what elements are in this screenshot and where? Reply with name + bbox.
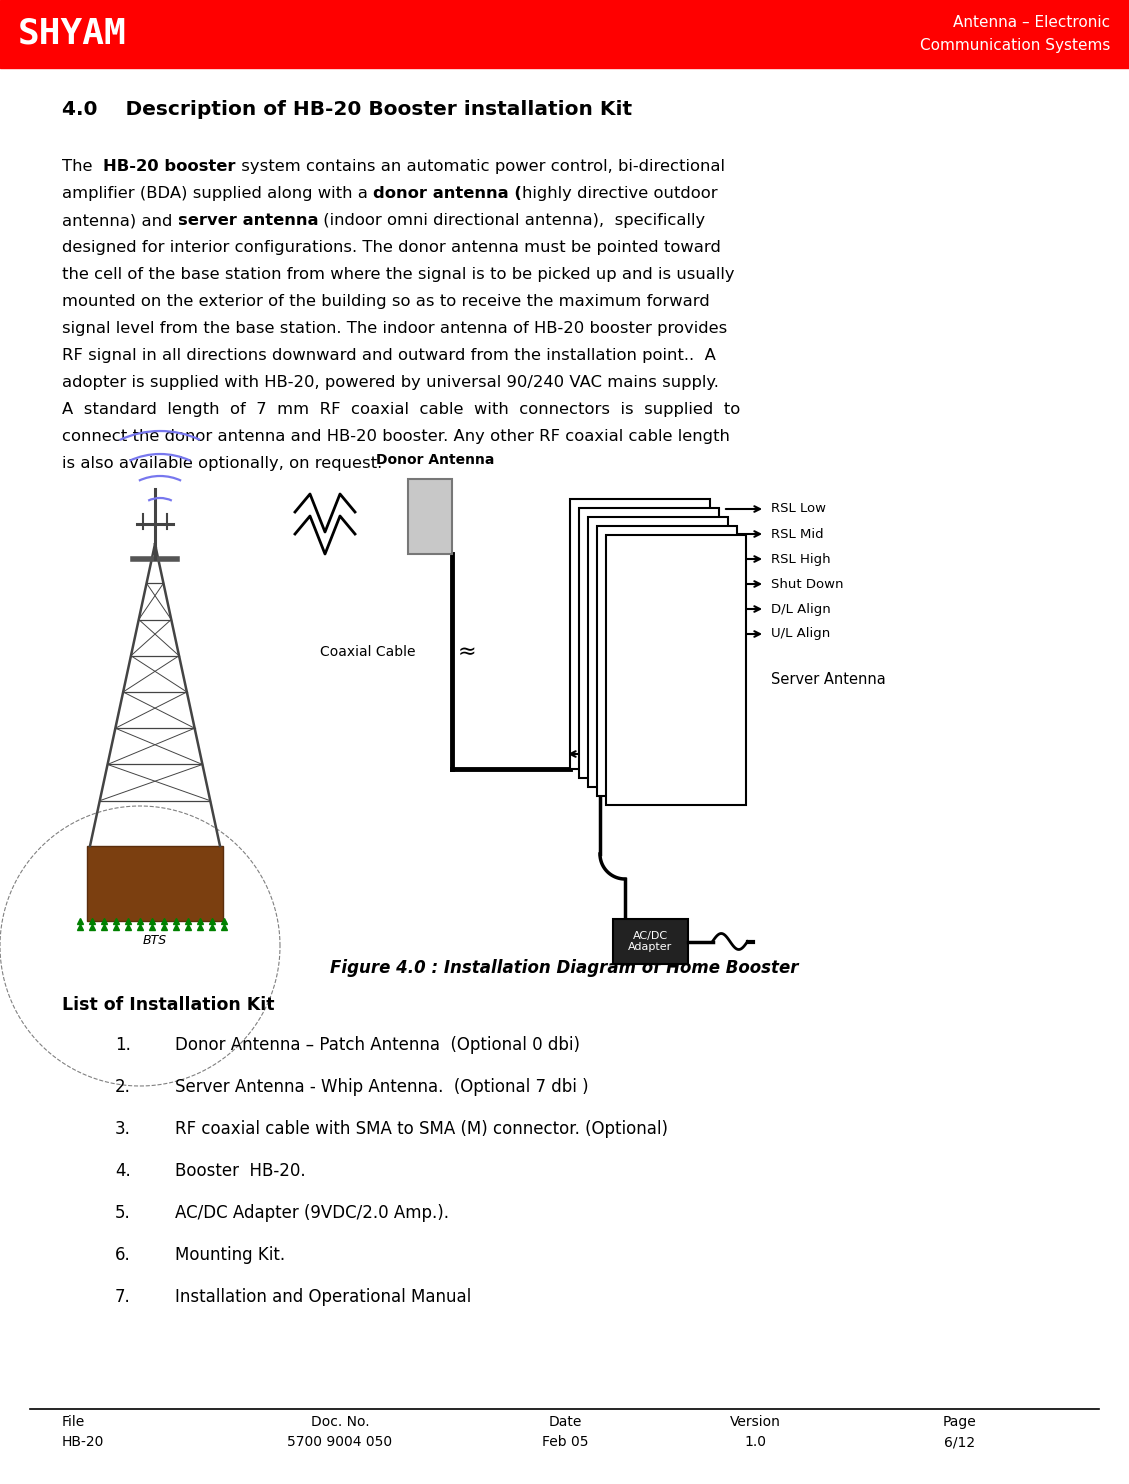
Text: signal level from the base station. The indoor antenna of HB-20 booster provides: signal level from the base station. The … bbox=[62, 321, 727, 335]
Text: donor antenna (: donor antenna ( bbox=[373, 186, 522, 200]
Text: server antenna: server antenna bbox=[177, 214, 318, 229]
Text: 4.0    Description of HB-20 Booster installation Kit: 4.0 Description of HB-20 Booster install… bbox=[62, 99, 632, 119]
Text: 1.: 1. bbox=[115, 1036, 131, 1054]
Text: AC/DC Adapter (9VDC/2.0 Amp.).: AC/DC Adapter (9VDC/2.0 Amp.). bbox=[175, 1204, 449, 1221]
Text: File: File bbox=[62, 1416, 86, 1429]
Bar bbox=[87, 846, 224, 922]
Text: Date: Date bbox=[549, 1416, 581, 1429]
Text: D/L Align: D/L Align bbox=[771, 603, 831, 616]
Text: RSL Low: RSL Low bbox=[771, 503, 826, 515]
Text: Feb 05: Feb 05 bbox=[542, 1435, 588, 1448]
Text: ≈: ≈ bbox=[458, 641, 476, 662]
Text: 6.: 6. bbox=[115, 1247, 131, 1264]
Text: the cell of the base station from where the signal is to be picked up and is usu: the cell of the base station from where … bbox=[62, 267, 735, 282]
Text: 4.: 4. bbox=[115, 1162, 131, 1180]
Text: BTS: BTS bbox=[143, 933, 167, 947]
Text: Coaxial Cable: Coaxial Cable bbox=[320, 644, 415, 659]
Text: 2.: 2. bbox=[115, 1077, 131, 1097]
Text: connect the donor antenna and HB-20 booster. Any other RF coaxial cable length: connect the donor antenna and HB-20 boos… bbox=[62, 429, 729, 444]
Text: designed for interior configurations. The donor antenna must be pointed toward: designed for interior configurations. Th… bbox=[62, 240, 721, 255]
Text: Shut Down: Shut Down bbox=[771, 577, 843, 591]
Text: Doc. No.: Doc. No. bbox=[310, 1416, 369, 1429]
Text: U/L Align: U/L Align bbox=[771, 628, 830, 641]
Text: RSL High: RSL High bbox=[771, 552, 831, 565]
Bar bbox=[613, 919, 688, 965]
Bar bbox=[0, 0, 1129, 68]
Text: amplifier (BDA) supplied along with a: amplifier (BDA) supplied along with a bbox=[62, 186, 373, 200]
Text: Server Antenna - Whip Antenna.  (Optional 7 dbi ): Server Antenna - Whip Antenna. (Optional… bbox=[175, 1077, 588, 1097]
Bar bbox=[579, 508, 719, 778]
Text: A  standard  length  of  7  mm  RF  coaxial  cable  with  connectors  is  suppli: A standard length of 7 mm RF coaxial cab… bbox=[62, 402, 741, 417]
Text: The: The bbox=[62, 159, 103, 174]
Text: system contains an automatic power control, bi-directional: system contains an automatic power contr… bbox=[236, 159, 725, 174]
Text: RF signal in all directions downward and outward from the installation point..  : RF signal in all directions downward and… bbox=[62, 349, 716, 364]
Text: Donor Antenna: Donor Antenna bbox=[376, 453, 495, 467]
Text: Mounting Kit.: Mounting Kit. bbox=[175, 1247, 286, 1264]
Bar bbox=[606, 536, 746, 804]
Text: List of Installation Kit: List of Installation Kit bbox=[62, 996, 274, 1014]
Text: 5.: 5. bbox=[115, 1204, 131, 1221]
Text: 3.: 3. bbox=[115, 1120, 131, 1138]
Text: adopter is supplied with HB-20, powered by universal 90/240 VAC mains supply.: adopter is supplied with HB-20, powered … bbox=[62, 375, 719, 390]
Text: highly directive outdoor: highly directive outdoor bbox=[522, 186, 718, 200]
Text: 1.0: 1.0 bbox=[744, 1435, 765, 1448]
Text: RSL Mid: RSL Mid bbox=[771, 527, 824, 540]
Text: Version: Version bbox=[729, 1416, 780, 1429]
Text: Figure 4.0 : Installation Diagram of Home Booster: Figure 4.0 : Installation Diagram of Hom… bbox=[330, 959, 798, 976]
Text: Page: Page bbox=[943, 1416, 977, 1429]
Text: Booster  HB-20.: Booster HB-20. bbox=[175, 1162, 306, 1180]
Bar bbox=[588, 516, 728, 787]
Text: antenna) and: antenna) and bbox=[62, 214, 177, 229]
Text: mounted on the exterior of the building so as to receive the maximum forward: mounted on the exterior of the building … bbox=[62, 294, 710, 309]
Text: RF coaxial cable with SMA to SMA (M) connector. (Optional): RF coaxial cable with SMA to SMA (M) con… bbox=[175, 1120, 668, 1138]
Text: is also available optionally, on request.: is also available optionally, on request… bbox=[62, 456, 383, 470]
Bar bbox=[597, 525, 737, 795]
Text: Installation and Operational Manual: Installation and Operational Manual bbox=[175, 1288, 471, 1306]
Text: 7.: 7. bbox=[115, 1288, 131, 1306]
Text: SHYAM: SHYAM bbox=[18, 16, 126, 50]
Polygon shape bbox=[408, 479, 452, 554]
Text: Server Antenna: Server Antenna bbox=[771, 672, 886, 687]
Text: HB-20: HB-20 bbox=[62, 1435, 104, 1448]
Text: AC/DC
Adapter: AC/DC Adapter bbox=[628, 930, 672, 953]
Text: (indoor omni directional antenna),  specifically: (indoor omni directional antenna), speci… bbox=[318, 214, 706, 229]
Text: +9V DC: +9V DC bbox=[651, 746, 706, 761]
Text: HB-20 booster: HB-20 booster bbox=[103, 159, 236, 174]
Text: 5700 9004 050: 5700 9004 050 bbox=[288, 1435, 393, 1448]
Text: 6/12: 6/12 bbox=[945, 1435, 975, 1448]
Text: Antenna – Electronic
Communication Systems: Antenna – Electronic Communication Syste… bbox=[920, 15, 1110, 52]
Bar bbox=[570, 499, 710, 769]
Text: Donor Antenna – Patch Antenna  (Optional 0 dbi): Donor Antenna – Patch Antenna (Optional … bbox=[175, 1036, 580, 1054]
